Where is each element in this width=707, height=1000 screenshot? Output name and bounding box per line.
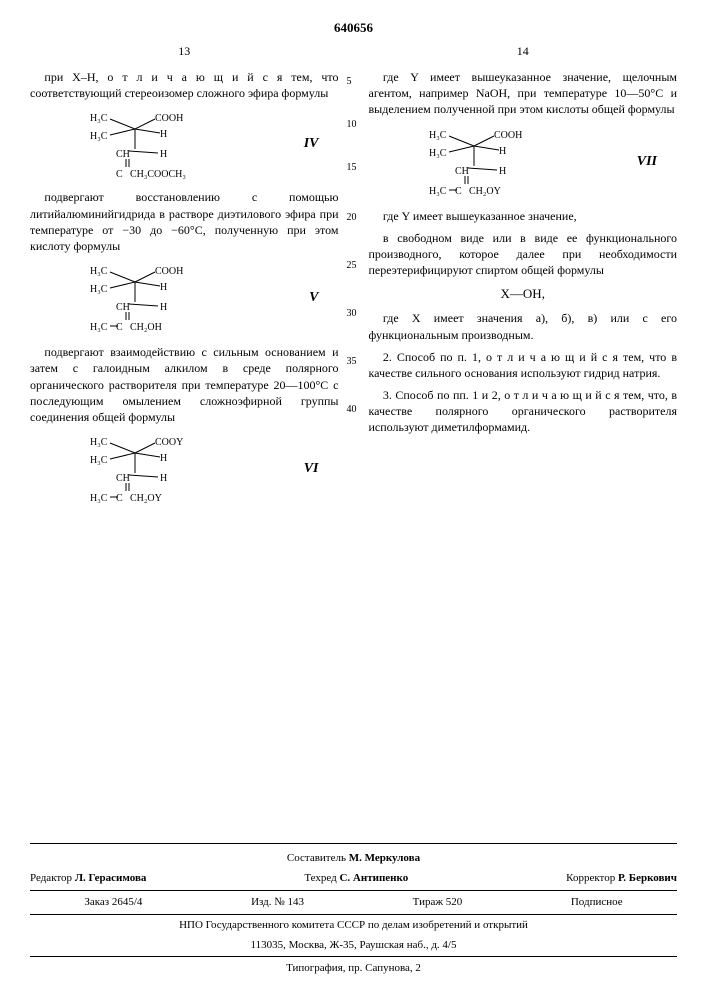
formula-v-svg: H₃C COOH H₃C H CH H H₃C C CH₂OH: [80, 262, 230, 334]
ln-35: 35: [347, 357, 357, 367]
svg-text:H₃C: H₃C: [90, 455, 108, 466]
svg-text:H: H: [160, 282, 167, 293]
formula-iv: H₃C COOH H₃C H CH H C CH₃COOCH₃: [80, 109, 339, 179]
formula-vi: H₃C COOY H₃C H CH H H₃C C CH₂OY: [80, 433, 339, 505]
formula-v: H₃C COOH H₃C H CH H H₃C C CH₂OH: [80, 262, 339, 334]
svg-text:H₃C: H₃C: [90, 437, 108, 448]
formula-vii-label: VII: [637, 154, 657, 170]
svg-text:H₃C: H₃C: [429, 130, 447, 141]
ln-30: 30: [347, 309, 357, 319]
compiler-name: М. Меркулова: [349, 852, 420, 864]
right-para-1: где Y имеет вышеуказанное значение, щело…: [369, 69, 678, 118]
svg-text:C: C: [116, 322, 123, 333]
formula-v-label: V: [309, 290, 318, 306]
right-para-3: в свободном виде или в виде ее функциона…: [369, 230, 678, 279]
page-num-right: 14: [369, 44, 678, 59]
ln-40: 40: [347, 405, 357, 415]
footer-credits: Редактор Л. Герасимова Техред С. Антипен…: [30, 870, 677, 888]
right-para-4: где X имеет значения а), б), в) или с ег…: [369, 310, 678, 342]
svg-text:H₃C: H₃C: [90, 322, 108, 333]
svg-text:H: H: [499, 166, 506, 177]
svg-text:H₃C: H₃C: [429, 186, 447, 197]
footer-sub: Подписное: [571, 894, 623, 912]
svg-text:H₃C: H₃C: [90, 131, 108, 142]
footer-editor: Редактор Л. Герасимова: [30, 870, 146, 888]
formula-x-oh: X—OH,: [369, 286, 678, 302]
svg-text:H₃C: H₃C: [90, 113, 108, 124]
footer-tech: Техред С. Антипенко: [304, 870, 408, 888]
compiler-label: Составитель: [287, 852, 346, 864]
footer-addr: 113035, Москва, Ж-35, Раушская наб., д. …: [30, 937, 677, 955]
right-para-2: где Y имеет вышеуказанное значение,: [369, 208, 678, 224]
footer-ed: Изд. № 143: [251, 894, 304, 912]
formula-vii-svg: H₃C COOH H₃C H CH H H₃C C CH₂OY: [419, 126, 569, 198]
right-para-5: 2. Способ по п. 1, о т л и ч а ю щ и й с…: [369, 349, 678, 381]
columns: 13 при X–H, о т л и ч а ю щ и й с я тем,…: [30, 44, 677, 843]
left-para-3: подвергают взаимодействию с сильным осно…: [30, 344, 339, 425]
svg-text:H: H: [499, 146, 506, 157]
page-num-left: 13: [30, 44, 339, 59]
line-numbers: 5 10 15 20 25 30 35 40: [347, 44, 357, 415]
footer: Составитель М. Меркулова Редактор Л. Гер…: [30, 843, 677, 980]
ln-10: 10: [347, 120, 357, 130]
svg-text:C: C: [116, 169, 123, 179]
footer-org: НПО Государственного комитета СССР по де…: [30, 917, 677, 935]
svg-text:COOH: COOH: [155, 266, 183, 277]
ln-5: 5: [347, 77, 357, 87]
svg-text:H: H: [160, 453, 167, 464]
svg-text:CH₂OH: CH₂OH: [130, 322, 162, 333]
svg-text:CH₂OY: CH₂OY: [469, 186, 501, 197]
ln-15: 15: [347, 163, 357, 173]
left-para-1: при X–H, о т л и ч а ю щ и й с я тем, чт…: [30, 69, 339, 101]
svg-text:CH: CH: [455, 166, 469, 177]
footer-tirazh: Тираж 520: [413, 894, 463, 912]
ln-25: 25: [347, 261, 357, 271]
svg-text:H: H: [160, 473, 167, 484]
formula-vi-svg: H₃C COOY H₃C H CH H H₃C C CH₂OY: [80, 433, 230, 505]
svg-text:H: H: [160, 129, 167, 140]
formula-vii: H₃C COOH H₃C H CH H H₃C C CH₂OY: [419, 126, 678, 198]
svg-text:COOH: COOH: [494, 130, 522, 141]
svg-text:CH: CH: [116, 302, 130, 313]
formula-iv-label: IV: [304, 136, 319, 152]
svg-text:H₃C: H₃C: [90, 284, 108, 295]
svg-text:H₃C: H₃C: [429, 148, 447, 159]
svg-text:CH: CH: [116, 149, 130, 160]
svg-text:CH₂OY: CH₂OY: [130, 493, 162, 504]
svg-text:H₃C: H₃C: [90, 266, 108, 277]
left-para-2: подвергают восстановлению с помощью лити…: [30, 189, 339, 254]
footer-corrector: Корректор Р. Беркович: [566, 870, 677, 888]
svg-text:H: H: [160, 302, 167, 313]
svg-text:COOY: COOY: [155, 437, 183, 448]
footer-order: Заказ 2645/4: [84, 894, 142, 912]
right-column: 14 где Y имеет вышеуказанное значение, щ…: [369, 44, 678, 843]
svg-text:C: C: [116, 493, 123, 504]
formula-vi-label: VI: [304, 461, 319, 477]
formula-iv-svg: H₃C COOH H₃C H CH H C CH₃COOCH₃: [80, 109, 230, 179]
svg-text:H₃C: H₃C: [90, 493, 108, 504]
svg-text:C: C: [455, 186, 462, 197]
footer-typo: Типография, пр. Сапунова, 2: [30, 956, 677, 978]
doc-number: 640656: [30, 20, 677, 36]
right-para-6: 3. Способ по пп. 1 и 2, о т л и ч а ю щ …: [369, 387, 678, 436]
footer-pubinfo: Заказ 2645/4 Изд. № 143 Тираж 520 Подпис…: [30, 890, 677, 916]
svg-text:CH: CH: [116, 473, 130, 484]
left-column: 13 при X–H, о т л и ч а ю щ и й с я тем,…: [30, 44, 339, 843]
svg-text:H: H: [160, 149, 167, 160]
svg-text:CH₃COOCH₃: CH₃COOCH₃: [130, 169, 186, 179]
ln-20: 20: [347, 213, 357, 223]
page: 640656 13 при X–H, о т л и ч а ю щ и й с…: [0, 0, 707, 1000]
svg-text:COOH: COOH: [155, 113, 183, 124]
footer-compiler: Составитель М. Меркулова: [30, 850, 677, 868]
